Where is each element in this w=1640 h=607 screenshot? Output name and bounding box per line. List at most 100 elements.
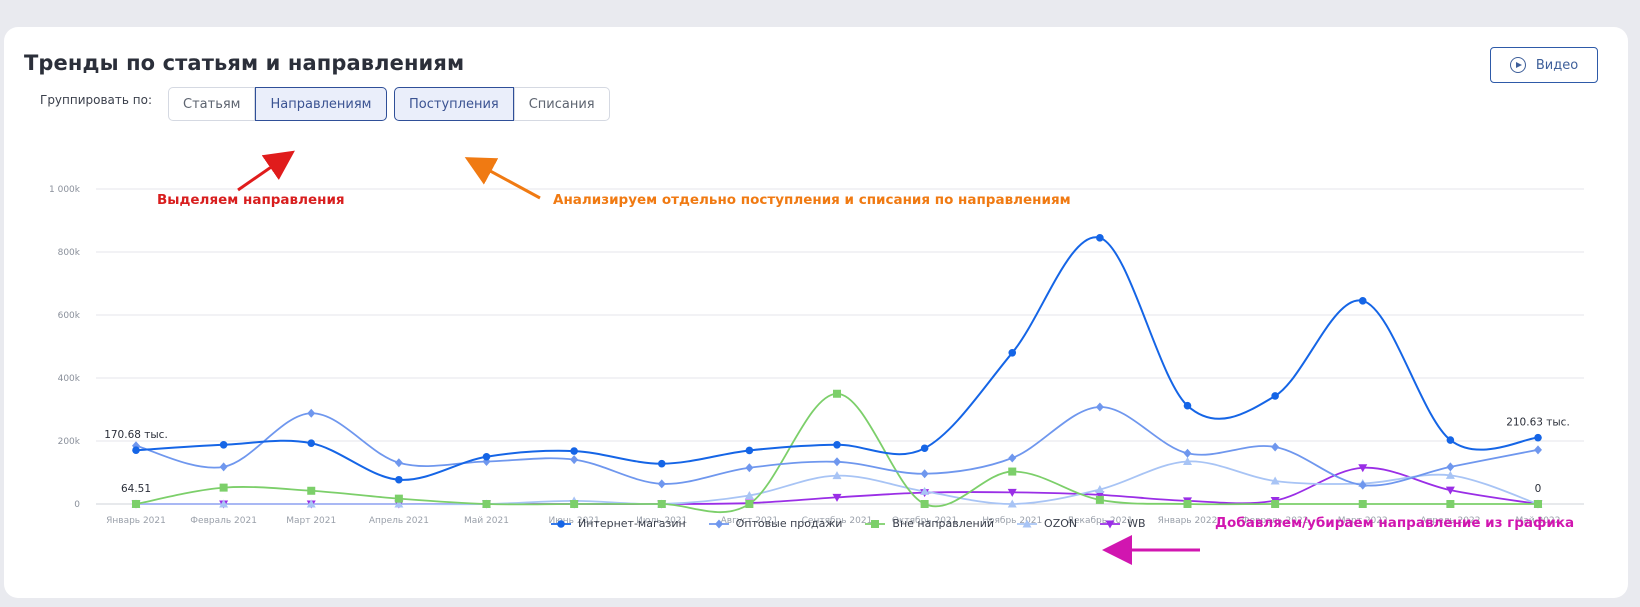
series-lines [135,236,1539,514]
legend-marker [1105,520,1115,528]
y-tick-label: 600k [58,311,81,321]
data-point [832,493,842,502]
data-point [833,457,841,467]
x-tick-label: Декабрь 2021 [1067,516,1133,526]
trends-card: Тренды по статьям и направлениям Видео [4,27,1628,598]
annotation-arrows [237,150,1200,565]
data-point [394,494,403,503]
data-point [1446,500,1455,508]
grouping-toggle: Статьям Направлениям [168,87,387,121]
data-point [219,499,229,508]
data-point [920,486,930,495]
data-point [1183,500,1192,508]
x-tick-label: Январь 2021 [106,516,166,526]
data-point [394,458,403,468]
x-tick-label: Август 2021 [721,516,778,526]
data-point [1446,462,1455,472]
data-point [657,500,666,508]
x-tick-label: Июнь 2021 [548,516,599,526]
x-tick-label: Январь 2022 [1158,516,1218,526]
data-point [1007,488,1017,497]
x-tick-label: Апрель 2021 [369,516,429,526]
data-point [745,500,754,508]
data-point [1446,436,1455,444]
data-point [832,471,842,480]
x-tick-label: Апрель 2022 [1420,516,1480,526]
x-axis-labels: Январь 2021 Февраль 2021 Март 2021 Апрель 2… [106,516,1560,526]
series-markers [131,234,1543,509]
y-tick-label: 200k [58,437,81,447]
flow-option-income[interactable]: Поступления [394,87,514,121]
annotation-directions: Выделяем направления [157,192,345,208]
legend-item-1[interactable]: Оптовые продажи [708,517,842,530]
data-point [657,479,666,489]
data-label: 0 [1535,483,1542,495]
data-point [1183,456,1192,465]
page-title: Тренды по статьям и направлениям [24,51,465,75]
data-point [1008,467,1017,476]
group-option-directions[interactable]: Направлениям [255,87,387,121]
y-tick-label: 1 000k [49,185,81,195]
video-button[interactable]: Видео [1490,47,1598,83]
x-tick-label: Ноябрь 2021 [982,516,1042,526]
legend-swatch-icon [708,519,729,528]
data-point [219,440,228,449]
flow-option-expense[interactable]: Списания [513,87,610,121]
chart-legend: Интернет-магазин Оптовые продажи Вне напра… [550,517,1146,530]
data-point [570,447,578,455]
legend-item-3[interactable]: OZON [1016,517,1077,530]
data-point [1358,500,1367,508]
data-point [307,486,316,495]
data-point [132,499,140,508]
legend-label: Интернет-магазин [578,517,686,530]
data-point [1271,392,1279,400]
y-tick-label: 800k [58,248,81,258]
annotation-legend: Добавляем/убираем направление из графика [1215,515,1575,531]
data-point [1095,402,1104,412]
data-point [1095,485,1105,494]
data-point [1271,442,1280,452]
legend-swatch-icon [551,519,571,528]
data-label: 210.63 тыс. [1506,417,1570,429]
data-point [833,389,841,398]
data-point [1534,433,1542,442]
x-tick-label: Май 2021 [464,516,509,526]
legend-label: WB [1127,517,1146,530]
data-point [1358,480,1367,490]
arrow-to-flow [464,157,541,200]
x-tick-label: Май 2022 [1516,516,1561,526]
data-point [1183,401,1192,410]
data-point [1008,349,1017,357]
data-label: 64.51 [121,483,151,495]
data-point [920,500,929,508]
x-tick-label: Июль 2021 [636,516,687,526]
data-point [482,500,491,508]
data-point [920,444,929,453]
legend-label: OZON [1044,517,1078,530]
x-tick-label: Февраль 2021 [190,516,257,526]
data-point [1008,453,1017,463]
data-point [1183,448,1192,458]
x-tick-label: Март 2021 [286,516,336,526]
data-point [570,500,579,508]
group-option-articles[interactable]: Статьям [168,87,256,121]
data-point [570,455,579,465]
data-point [482,452,491,461]
legend-swatch-icon [1017,519,1038,527]
x-tick-label: Октябрь 2021 [892,516,958,526]
data-point [657,459,666,468]
legend-item-0[interactable]: Интернет-магазин [550,517,686,530]
legend-item-4[interactable]: WB [1099,517,1146,530]
data-point [1534,445,1542,455]
play-circle-icon [1509,57,1526,73]
legend-item-2[interactable]: Вне направлений [864,517,994,530]
data-point [132,446,140,455]
data-label: 170.68 тыс. [104,429,168,441]
data-point [394,499,404,508]
data-point [745,446,754,455]
data-point [1358,464,1368,473]
data-point [1270,476,1280,485]
data-point [1007,499,1017,508]
arrow-to-directions [237,150,295,192]
